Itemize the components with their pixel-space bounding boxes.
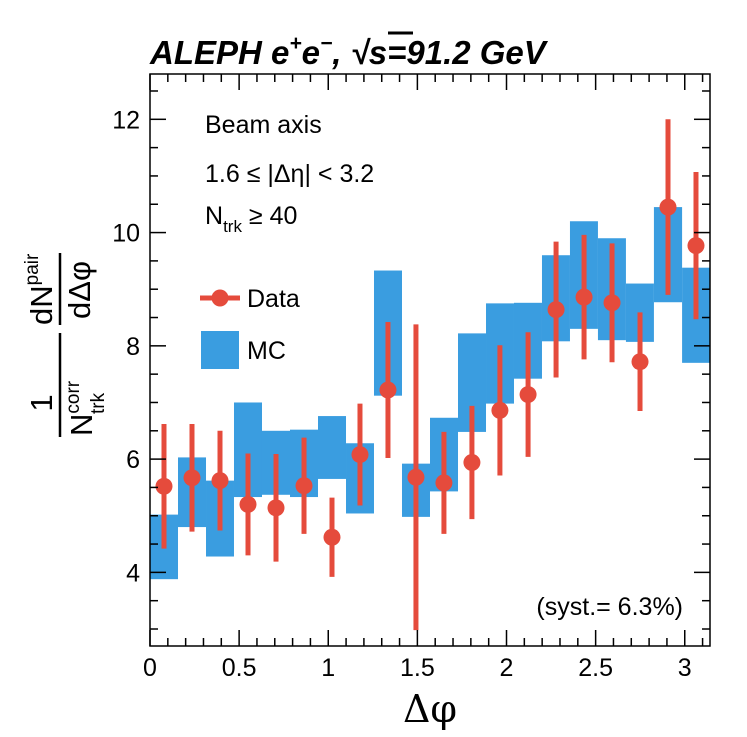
title-beam-sup-minus: − <box>320 32 332 55</box>
legend-data-marker <box>211 289 229 307</box>
axes: 0 0.5 1 1.5 2 2.5 3 4 6 8 10 12 <box>112 73 711 682</box>
data-point-9 <box>407 468 425 486</box>
y-tick-label: 4 <box>126 559 140 587</box>
data-point-6 <box>323 528 341 546</box>
data-point-18 <box>659 198 677 216</box>
data-point-10 <box>435 474 453 492</box>
y-tick-label: 6 <box>126 446 140 474</box>
data-point-3 <box>239 495 257 513</box>
data-point-19 <box>687 237 705 255</box>
y-label-ntrk: Ncorr <box>63 380 99 436</box>
annotation-ntrk-n: N <box>205 202 223 230</box>
data-point-12 <box>491 401 509 419</box>
data-points <box>155 119 705 631</box>
legend-data-label: Data <box>247 285 300 313</box>
annotation-syst: (syst.= 6.3%) <box>536 593 683 621</box>
title-beam-e2: e <box>302 34 320 71</box>
y-label-n-sub: trk <box>88 392 109 414</box>
mc-bands <box>150 207 710 580</box>
y-axis-label: 1 Ncorr trk dNpair dΔφ <box>22 253 109 437</box>
x-tick-label: 0 <box>143 654 157 682</box>
x-tick-label: 0.5 <box>222 654 257 682</box>
title-energy: s=91.2 GeV <box>369 34 549 71</box>
annotation-ntrk: Ntrk ≥ 40 <box>205 202 297 236</box>
y-label-dn-sup: pair <box>22 253 43 285</box>
data-point-2 <box>211 472 229 490</box>
data-point-11 <box>463 454 481 472</box>
y-label-n-sup: corr <box>63 380 84 413</box>
data-point-16 <box>603 294 621 312</box>
x-tick-label: 3 <box>678 654 692 682</box>
y-label-one: 1 <box>24 394 59 411</box>
mc-band-6 <box>318 416 347 479</box>
data-point-15 <box>575 288 593 306</box>
title-sqrt: √ <box>351 34 372 71</box>
legend-mc-swatch <box>201 331 239 369</box>
legend: Data MC <box>200 285 300 369</box>
title-experiment: ALEPH <box>149 34 263 71</box>
data-point-13 <box>519 386 537 404</box>
data-point-0 <box>155 477 173 495</box>
x-tick-label: 2.5 <box>578 654 613 682</box>
y-label-n: N <box>64 414 99 436</box>
y-label-dphi: dΔφ <box>62 261 97 319</box>
data-point-5 <box>295 477 313 495</box>
title-beam-sup-plus: + <box>289 32 301 55</box>
annotation-beam-axis: Beam axis <box>205 111 322 139</box>
x-axis-label: Δφ <box>403 687 457 731</box>
data-point-17 <box>631 353 649 371</box>
y-tick-label: 12 <box>112 106 140 134</box>
plot-frame <box>149 73 711 647</box>
legend-mc-label: MC <box>247 337 286 365</box>
data-point-7 <box>351 446 369 464</box>
y-label-dn: dNpair <box>22 253 59 325</box>
data-point-1 <box>183 469 201 487</box>
annotation-ntrk-rest: ≥ 40 <box>242 202 297 230</box>
x-tick-label: 2 <box>500 654 514 682</box>
data-point-8 <box>379 381 397 399</box>
data-point-14 <box>547 301 565 319</box>
title-beam: e <box>271 34 289 71</box>
x-tick-label: 1 <box>321 654 335 682</box>
y-tick-label: 8 <box>126 333 140 361</box>
y-tick-label: 10 <box>112 220 140 248</box>
annotation-eta-range: 1.6 ≤ |Δη| < 3.2 <box>205 160 374 188</box>
y-label-dn-main: dN <box>24 285 59 325</box>
x-tick-label: 1.5 <box>400 654 435 682</box>
annotation-ntrk-sub: trk <box>223 217 242 236</box>
chart-title: ALEPH e+e−, √s=91.2 GeV <box>149 32 549 71</box>
data-point-4 <box>267 499 285 517</box>
